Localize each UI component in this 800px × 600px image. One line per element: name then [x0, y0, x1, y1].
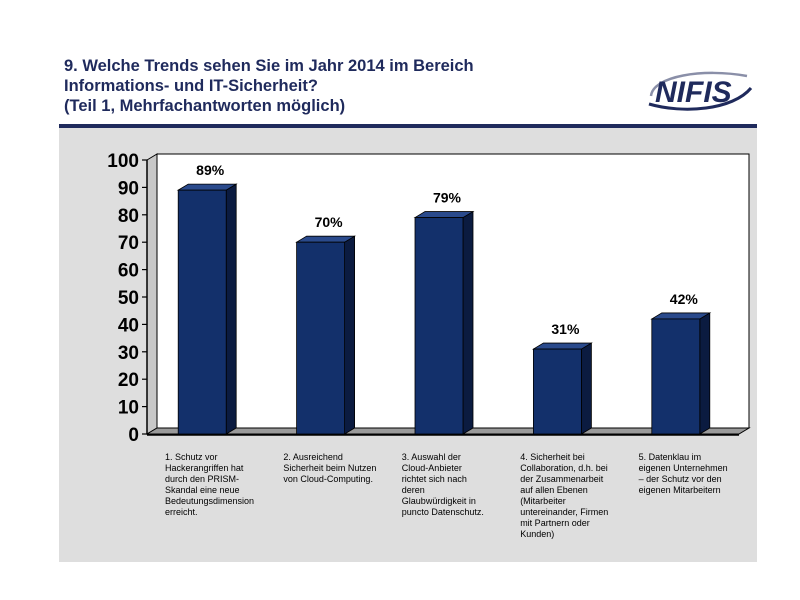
bar [650, 312, 712, 435]
category-label-line: untereinander, Firmen [520, 507, 609, 517]
category-label-line: durch den PRISM- [165, 474, 240, 484]
y-tick-label: 0 [128, 425, 139, 446]
y-tick-label: 100 [107, 151, 139, 172]
category-label-line: deren [401, 485, 425, 495]
category-label-line: Sicherheit beim Nutzen [283, 463, 377, 473]
data-label: 79% [433, 190, 462, 206]
category-label: 2. Ausreichend Sicherheit beim Nutzen von … [283, 452, 393, 485]
bar-top [176, 183, 238, 191]
category-label: 4. Sicherheit bei Collaboration, d.h. bei… [520, 452, 630, 540]
bar-side [581, 342, 592, 435]
logo-text: NIFIS [655, 76, 732, 109]
nifis-logo: NIFIS [648, 71, 753, 111]
category-label: 3. Auswahl der Cloud-Anbieter richtet sich… [402, 452, 512, 518]
category-label-line: Cloud-Anbieter [401, 463, 462, 473]
slide-title: 9. Welche Trends sehen Sie im Jahr 2014 … [64, 56, 624, 116]
category-label-line: der Zusammenarbeit [520, 474, 604, 484]
data-label: 89% [196, 162, 225, 178]
bar-front [296, 241, 346, 435]
bar-chart: 0 10 20 30 40 50 60 70 80 90 100 89% 70% 79% 31% 42% [107, 151, 751, 446]
category-label-line: auf allen Ebenen [520, 485, 588, 495]
category-label-line: Skandal eine neue [165, 485, 240, 495]
title-line-2: Informations- und IT-Sicherheit? [64, 77, 318, 95]
y-axis: 0 10 20 30 40 50 60 70 80 90 100 [107, 151, 148, 446]
bar-top [650, 312, 712, 320]
y-tick-label: 30 [118, 343, 139, 364]
category-label-line: (Mitarbeiter [520, 496, 566, 506]
bar-side [462, 210, 474, 435]
category-label-line: 4. Sicherheit bei [520, 452, 585, 462]
data-label: 70% [315, 214, 344, 230]
bar-side [225, 183, 237, 435]
category-label-line: Glaubwürdigkeit in [401, 496, 476, 506]
y-tick-label: 90 [118, 178, 139, 199]
category-label-line: 1. Schutz vor [165, 452, 218, 462]
y-tick-label: 40 [118, 315, 139, 336]
category-label-line: 2. Ausreichend [283, 452, 343, 462]
category-label-line: erreicht. [165, 507, 198, 517]
bar-top [531, 342, 593, 350]
data-labels: 89% 70% 79% 31% 42% [196, 162, 698, 337]
title-line-3: (Teil 1, Mehrfachantworten möglich) [64, 97, 346, 115]
bar-series [176, 183, 712, 435]
category-label-line: puncto Datenschutz. [401, 507, 484, 517]
category-label-line: von Cloud-Computing. [283, 474, 373, 484]
y-tick-label: 20 [118, 370, 139, 391]
category-label-line: 3. Auswahl der [401, 452, 461, 462]
title-line-1: 9. Welche Trends sehen Sie im Jahr 2014 … [64, 57, 474, 75]
category-label-line: mit Partnern oder [520, 518, 590, 528]
category-label-line: Kunden) [520, 529, 555, 539]
data-label: 31% [551, 321, 580, 337]
logo-swoosh-bottom [648, 86, 753, 111]
category-label: 5. Datenklau im eigenen Unternehmen – der … [639, 452, 749, 496]
bar-top [413, 211, 475, 218]
bar-top [295, 235, 357, 243]
logo-swoosh-top [649, 71, 748, 97]
y-tick-label: 70 [118, 233, 139, 254]
bar [295, 235, 357, 435]
plot-side-wall [146, 153, 158, 435]
bar [413, 210, 475, 435]
bar-side [699, 312, 711, 435]
bar-front [651, 318, 701, 435]
category-label-line: Collaboration, d.h. bei [520, 463, 608, 473]
category-label: 1. Schutz vor Hackerangriffen hat durch de… [165, 452, 275, 518]
category-label-line: Bedeutungsdimension [165, 496, 255, 506]
category-label-line: 5. Datenklau im [638, 452, 702, 462]
bar-side [344, 235, 356, 435]
bar [176, 183, 238, 435]
bar-front [414, 217, 464, 435]
data-label: 42% [670, 291, 699, 307]
category-label-line: richtet sich nach [401, 474, 467, 484]
y-tick-label: 80 [118, 206, 139, 227]
bar [531, 342, 593, 435]
y-tick-label: 50 [118, 288, 139, 309]
y-tick-label: 10 [118, 398, 139, 419]
title-rule [59, 124, 757, 128]
category-label-line: Hackerangriffen hat [165, 463, 244, 473]
category-label-line: – der Schutz vor den [638, 474, 722, 484]
bar-front [532, 348, 582, 435]
bar-front [177, 189, 227, 435]
category-label-line: eigenen Mitarbeitern [638, 485, 721, 495]
y-tick-label: 60 [118, 261, 139, 282]
category-label-line: eigenen Unternehmen [638, 463, 728, 473]
